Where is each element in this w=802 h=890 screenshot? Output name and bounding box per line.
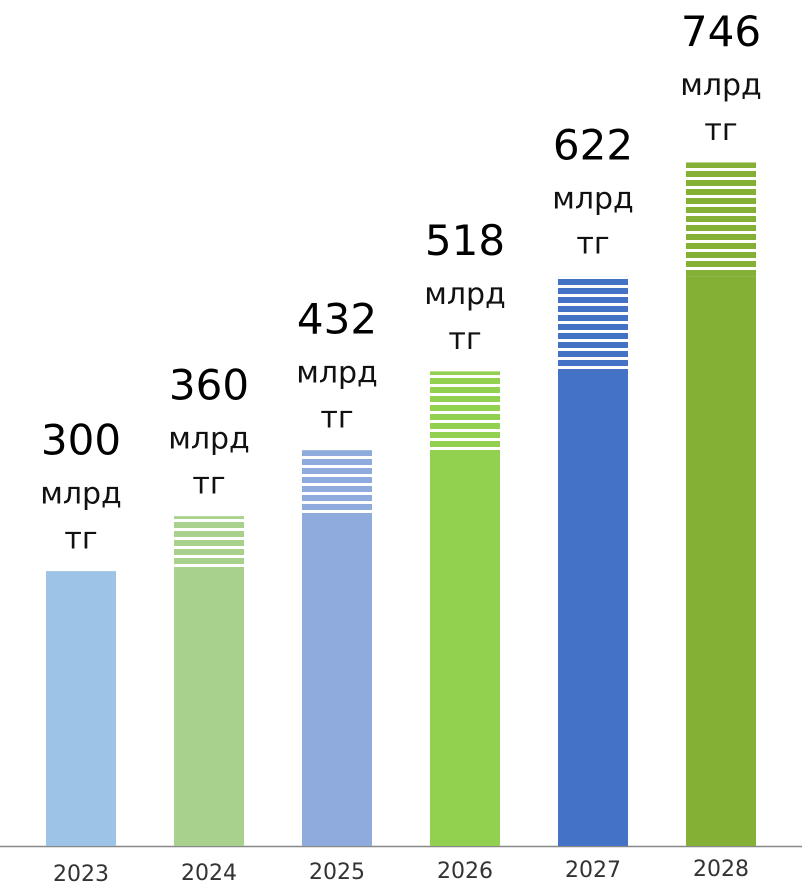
- bar-increment-stripes: [302, 450, 372, 517]
- x-tick-label: 2028: [693, 857, 749, 882]
- value-label: 622: [553, 121, 633, 170]
- bar: [46, 571, 116, 846]
- x-tick-label: 2025: [309, 860, 365, 885]
- unit-label: тг: [192, 467, 225, 502]
- value-label: 518: [425, 216, 505, 265]
- unit-label: тг: [704, 113, 737, 148]
- unit-label: тг: [576, 227, 609, 262]
- bar: [686, 162, 756, 847]
- value-label: 360: [169, 361, 249, 410]
- x-tick-label: 2026: [437, 859, 493, 884]
- unit-label: млрд: [168, 422, 250, 457]
- unit-label: тг: [320, 401, 353, 436]
- unit-label: млрд: [552, 182, 634, 217]
- x-tick-label: 2024: [181, 861, 237, 886]
- bar-increment-stripes: [686, 162, 756, 277]
- value-label: 432: [297, 295, 377, 344]
- value-label: 746: [681, 7, 761, 56]
- bar-increment-stripes: [174, 516, 244, 572]
- x-tick-label: 2027: [565, 858, 621, 883]
- bar: [430, 371, 500, 846]
- unit-label: млрд: [40, 477, 122, 512]
- unit-label: тг: [64, 522, 97, 557]
- unit-label: млрд: [424, 277, 506, 312]
- unit-label: тг: [448, 322, 481, 357]
- bar-increment-stripes: [558, 276, 628, 372]
- bar-increment-stripes: [430, 371, 500, 451]
- value-label: 300: [41, 416, 121, 465]
- unit-label: млрд: [680, 68, 762, 103]
- unit-label: млрд: [296, 356, 378, 391]
- x-tick-label: 2023: [53, 862, 109, 887]
